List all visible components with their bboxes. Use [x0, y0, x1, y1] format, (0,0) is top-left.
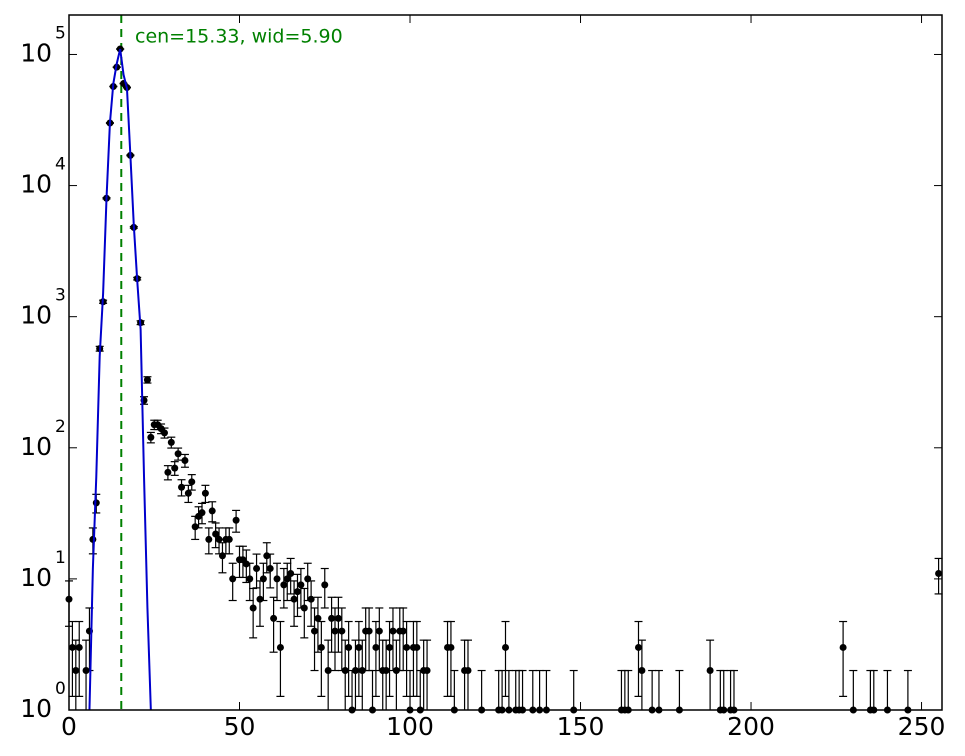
- data-point: [638, 667, 646, 675]
- data-point: [403, 643, 411, 651]
- plot-frame: [68, 14, 943, 711]
- data-point: [212, 530, 220, 538]
- y-tick-label: 10: [20, 38, 52, 67]
- data-point: [249, 604, 257, 612]
- data-point: [338, 627, 346, 635]
- data-point: [375, 627, 383, 635]
- data-point: [382, 667, 390, 675]
- data-point: [147, 433, 155, 441]
- data-point: [263, 552, 271, 560]
- data-point: [324, 667, 332, 675]
- data-point: [178, 483, 186, 491]
- data-point: [201, 489, 209, 497]
- data-point: [311, 627, 319, 635]
- y-tick-exponent: 1: [55, 548, 66, 568]
- data-point: [280, 581, 288, 589]
- data-point: [307, 595, 315, 603]
- data-point: [502, 643, 509, 651]
- x-tick-label: 250: [898, 712, 946, 741]
- data-point: [205, 535, 213, 543]
- x-tick-label: 100: [386, 712, 434, 741]
- data-point: [317, 643, 325, 651]
- y-tick-label: 10: [20, 694, 52, 723]
- data-point: [365, 627, 373, 635]
- data-point: [706, 667, 714, 675]
- data-point: [287, 569, 295, 577]
- data-point: [232, 516, 240, 524]
- data-point: [276, 643, 284, 651]
- data-point: [300, 604, 308, 612]
- x-tick-label: 50: [224, 712, 256, 741]
- data-point: [341, 667, 349, 675]
- data-point: [331, 627, 339, 635]
- data-point: [399, 627, 407, 635]
- data-point: [246, 575, 254, 583]
- data-point: [372, 643, 380, 651]
- data-point: [160, 429, 168, 437]
- annotation: cen=15.33, wid=5.90: [135, 26, 343, 48]
- data-point: [321, 581, 329, 589]
- data-point: [229, 575, 237, 583]
- data-point: [273, 575, 281, 583]
- data-point: [314, 614, 322, 622]
- data-point: [215, 535, 223, 543]
- data-point: [413, 643, 421, 651]
- data-point: [143, 376, 151, 384]
- data-point: [191, 523, 199, 531]
- y-tick-exponent: 2: [55, 417, 66, 437]
- data-point: [174, 450, 182, 458]
- data-point: [242, 560, 250, 568]
- data-point: [208, 507, 216, 515]
- plot-area: [65, 45, 943, 714]
- data-point: [351, 667, 359, 675]
- y-tick-label: 10: [20, 170, 52, 199]
- y-tick-exponent: 3: [55, 286, 66, 306]
- data-point: [198, 509, 206, 517]
- data-point: [188, 478, 196, 486]
- data-point: [181, 456, 189, 464]
- data-point: [283, 575, 291, 583]
- data-point: [290, 595, 298, 603]
- data-point: [253, 565, 261, 573]
- data-point: [75, 643, 83, 651]
- data-point: [72, 667, 80, 675]
- data-point: [464, 667, 472, 675]
- data-point: [386, 643, 394, 651]
- x-tick-label: 150: [557, 712, 605, 741]
- fit-line: [88, 48, 152, 711]
- data-point: [355, 643, 363, 651]
- data-point: [225, 535, 233, 543]
- data-point: [389, 627, 397, 635]
- x-tick-label: 0: [61, 712, 77, 741]
- data-point: [334, 614, 342, 622]
- data-point: [345, 643, 353, 651]
- y-tick-exponent: 5: [55, 23, 66, 43]
- data-point: [447, 643, 455, 651]
- y-tick-exponent: 4: [55, 155, 66, 175]
- data-point: [259, 575, 267, 583]
- data-point: [164, 468, 172, 476]
- data-point: [935, 569, 943, 577]
- y-tick-label: 10: [20, 301, 52, 330]
- data-point: [634, 643, 642, 651]
- data-point: [256, 595, 264, 603]
- data-point: [270, 614, 278, 622]
- data-point: [328, 614, 336, 622]
- data-point: [423, 667, 431, 675]
- x-tick-label: 200: [727, 712, 775, 741]
- data-point: [171, 464, 179, 472]
- data-point: [297, 581, 305, 589]
- data-point: [184, 489, 192, 497]
- y-tick-label: 10: [20, 432, 52, 461]
- y-tick-exponent: 0: [55, 679, 66, 699]
- y-tick-label: 10: [20, 563, 52, 592]
- data-point: [266, 565, 274, 573]
- data-point: [839, 643, 847, 651]
- data-point: [68, 643, 76, 651]
- data-point: [293, 588, 301, 596]
- data-point: [167, 438, 175, 446]
